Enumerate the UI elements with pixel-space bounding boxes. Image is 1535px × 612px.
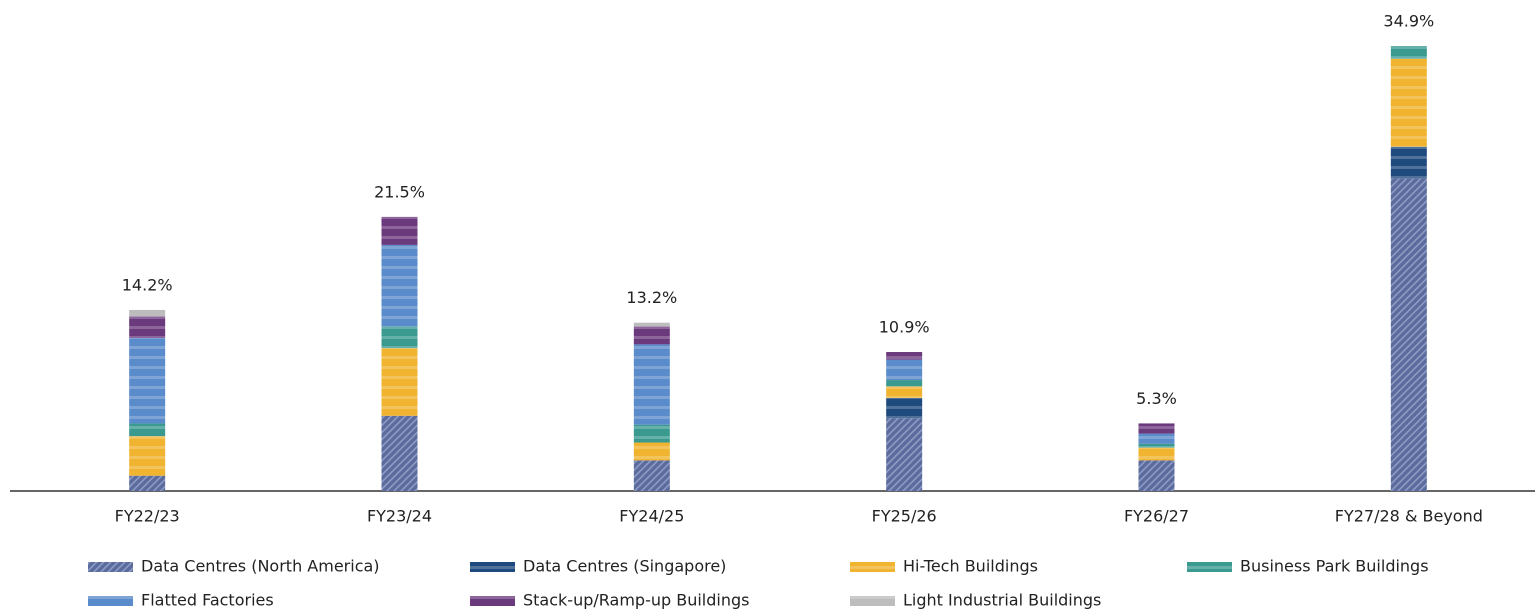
x-tick-label: FY25/26 <box>872 507 937 526</box>
bar-segment <box>129 309 166 317</box>
bar-segment <box>381 216 418 245</box>
legend-label: Light Industrial Buildings <box>903 591 1101 610</box>
x-tick-label: FY24/25 <box>619 507 684 526</box>
bar-segment <box>1138 460 1175 491</box>
total-label: 10.9% <box>879 318 930 337</box>
bar-segment <box>129 475 166 491</box>
bar-segment <box>1390 178 1427 491</box>
bar-segment <box>1390 46 1427 59</box>
bar-segment <box>1390 58 1427 147</box>
legend-label: Hi-Tech Buildings <box>903 557 1038 576</box>
bar-segment <box>1138 433 1175 444</box>
legend-swatch <box>88 596 133 606</box>
legend-label: Business Park Buildings <box>1240 557 1429 576</box>
legend-swatch <box>470 596 515 606</box>
legend-label: Flatted Factories <box>141 591 274 610</box>
legend-swatch <box>850 596 895 606</box>
total-label: 34.9% <box>1383 12 1434 31</box>
x-tick-label: FY22/23 <box>115 507 180 526</box>
total-label: 21.5% <box>374 182 425 201</box>
bar-segment <box>886 386 923 398</box>
bar-segment <box>633 460 670 491</box>
bar-segment <box>129 423 166 437</box>
bar-segment <box>381 244 418 327</box>
total-label: 14.2% <box>122 275 173 294</box>
bar-segment <box>886 380 923 387</box>
bar-segment <box>886 352 923 360</box>
bar-segment <box>1138 447 1175 461</box>
legend-swatch <box>850 562 895 572</box>
bar-segment <box>381 348 418 416</box>
bar-segment <box>633 344 670 425</box>
bar-segment <box>129 337 166 424</box>
bar-segment <box>1138 423 1175 434</box>
bar-segment <box>633 322 670 327</box>
bar-segment <box>886 418 923 491</box>
bar-segment <box>633 326 670 345</box>
bar-segment <box>633 442 670 461</box>
legend-label: Data Centres (Singapore) <box>523 557 726 576</box>
bar-segment <box>886 359 923 381</box>
bar-segment <box>633 424 670 443</box>
legend-label: Stack-up/Ramp-up Buildings <box>523 591 749 610</box>
bar-segment <box>381 326 418 349</box>
x-tick-label: FY26/27 <box>1124 507 1189 526</box>
legend-swatch <box>1187 562 1232 572</box>
total-label: 5.3% <box>1136 389 1177 408</box>
x-tick-label: FY23/24 <box>367 507 432 526</box>
bar-segment <box>381 415 418 491</box>
legend-swatch <box>470 562 515 572</box>
bar-segment <box>1138 443 1175 448</box>
legend-swatch <box>88 562 133 572</box>
bar-segment <box>129 436 166 476</box>
bar-segment <box>1390 146 1427 179</box>
legend-label: Data Centres (North America) <box>141 557 380 576</box>
bar-segment <box>129 316 166 338</box>
x-tick-label: FY27/28 & Beyond <box>1335 507 1483 526</box>
bar-segment <box>886 397 923 419</box>
total-label: 13.2% <box>626 288 677 307</box>
